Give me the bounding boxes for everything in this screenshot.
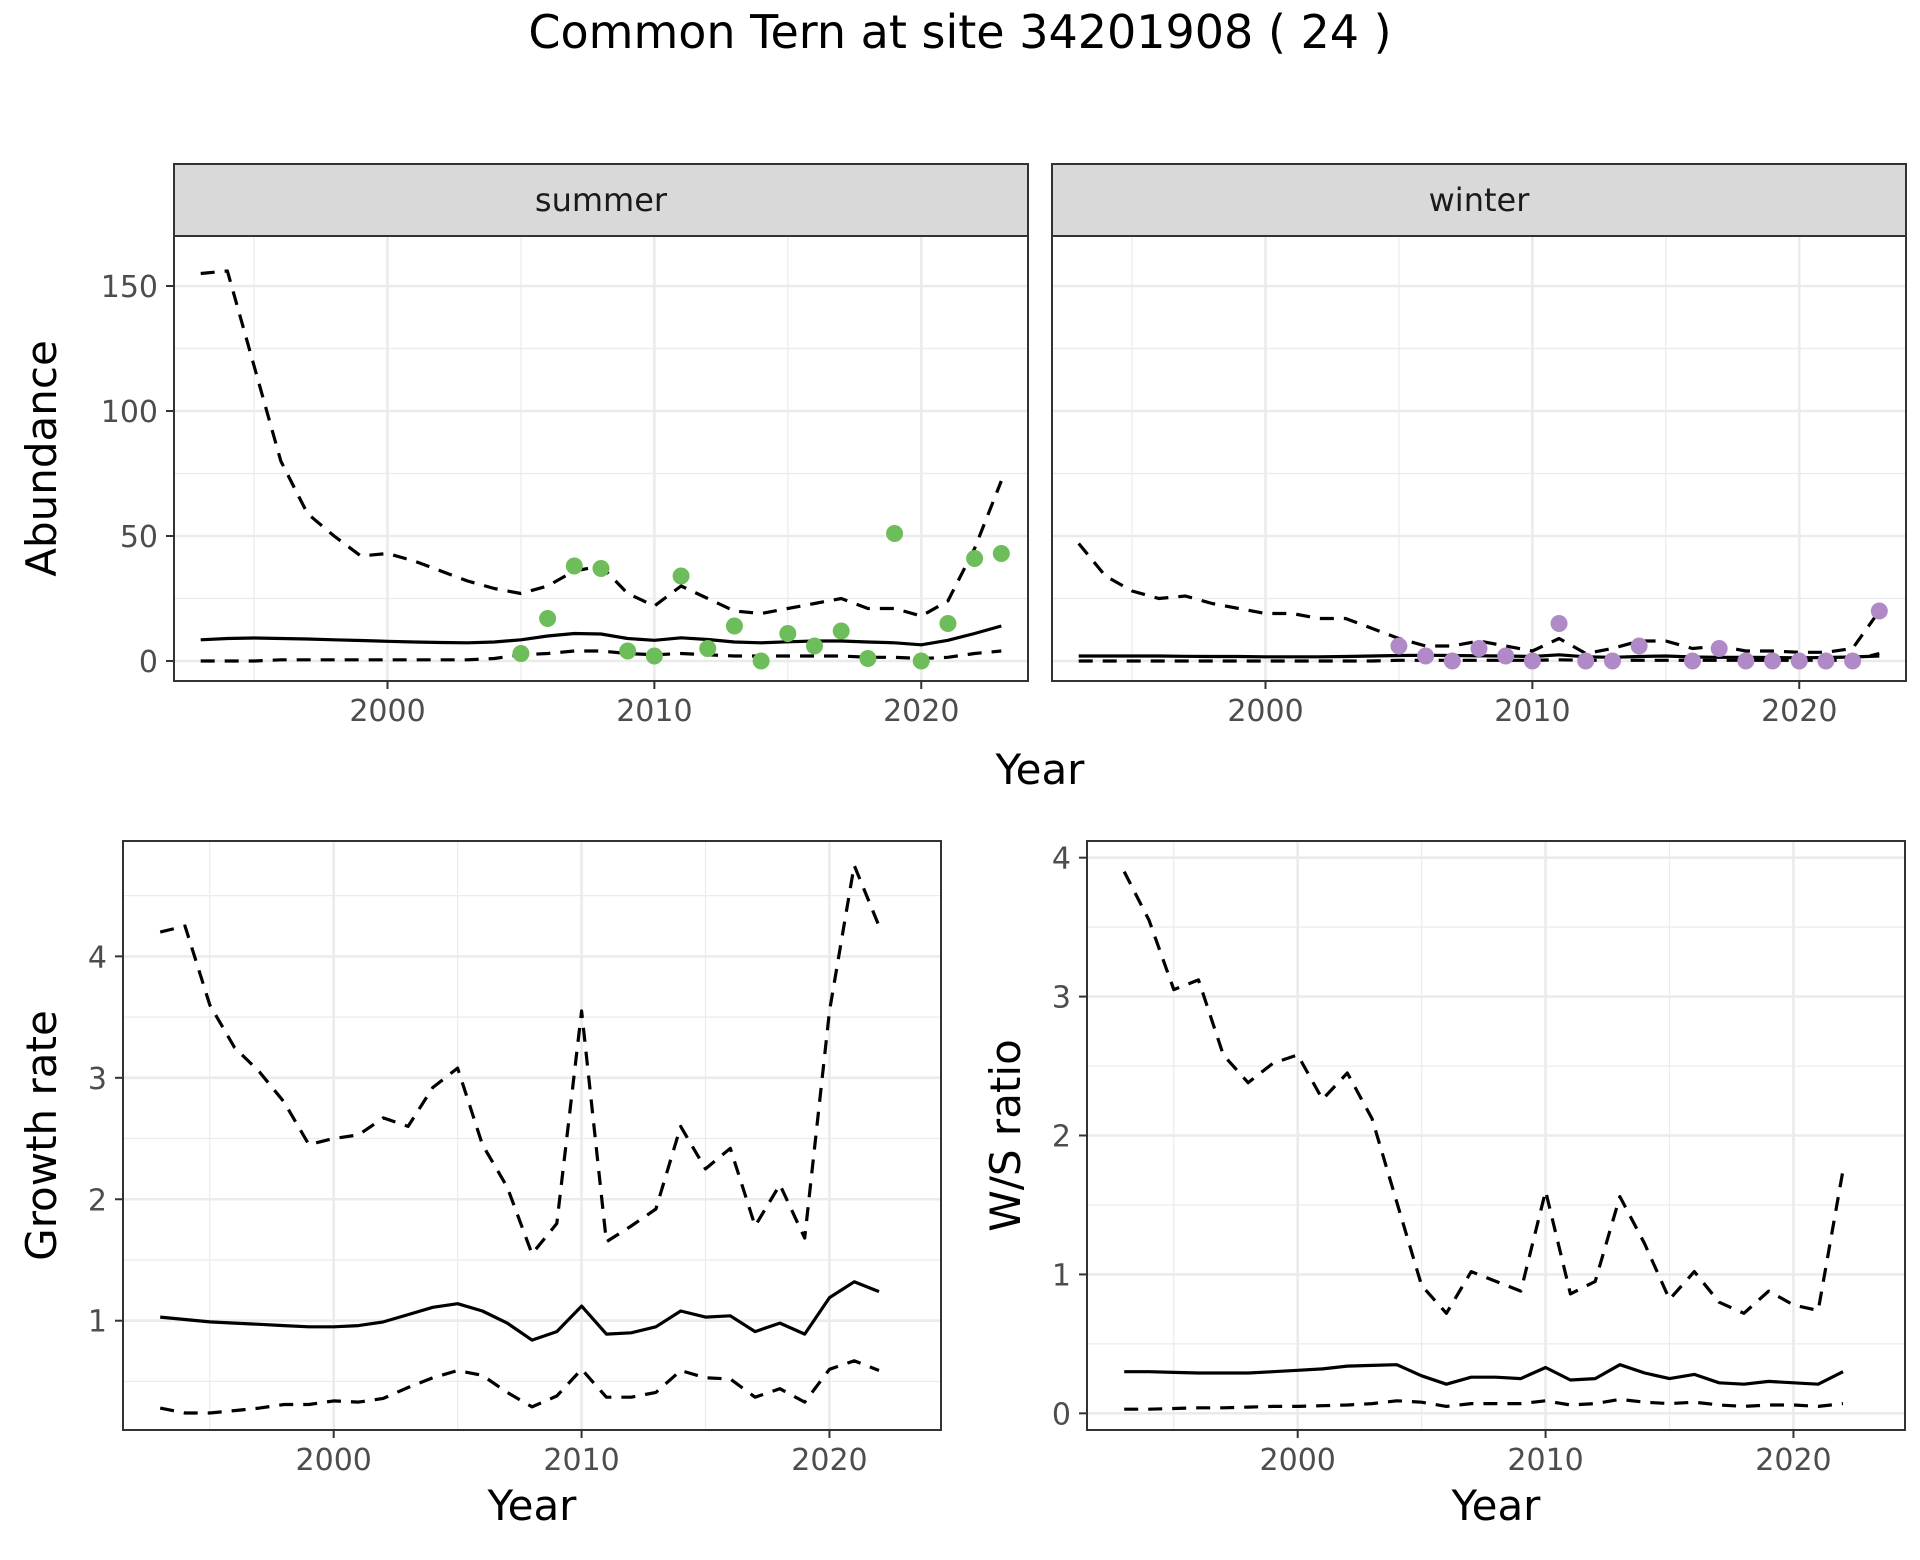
data-point	[1710, 640, 1728, 657]
data-point	[645, 647, 663, 665]
data-point	[1684, 652, 1701, 670]
facet-label-winter: winter	[1429, 181, 1531, 219]
series-line-upper	[1077, 542, 1881, 656]
x-tick-label: 2000	[1260, 1443, 1336, 1478]
panel-border	[1051, 235, 1907, 682]
y-tick-label: 4	[88, 940, 107, 975]
x-tick-label: 2020	[791, 1443, 867, 1478]
x-tick-label: 2020	[883, 694, 959, 729]
data-point	[1390, 637, 1408, 655]
x-tick-label: 2000	[349, 694, 425, 729]
y-axis-title-growth: Growth rate	[17, 1010, 66, 1261]
data-point	[992, 545, 1010, 562]
data-point	[806, 637, 823, 655]
series-line-upper	[159, 863, 881, 1256]
data-point	[1603, 652, 1621, 670]
chart-title: Common Tern at site 34201908 ( 24 )	[528, 5, 1391, 59]
data-point	[1764, 652, 1782, 670]
x-axis-title-growth: Year	[487, 1481, 578, 1530]
y-tick-label: 100	[101, 395, 158, 430]
series-line-lower	[200, 649, 1002, 663]
panel-growth: 2000 2010 2020 1 2 3 4 Growth rate Year	[17, 840, 942, 1530]
panels: summer 2000 2010 2020 0 50 100 150 Abundance wint…	[17, 163, 1907, 1530]
y-axis-title-ws_ratio: W/S ratio	[981, 1039, 1030, 1232]
panel-summer: summer 2000 2010 2020 0 50 100 150 Abundance	[17, 163, 1029, 729]
facet-strip-summer	[173, 163, 1029, 237]
data-point	[1844, 652, 1862, 670]
data-point	[699, 640, 717, 657]
x-tick-label: 2000	[296, 1443, 372, 1478]
data-point	[1470, 640, 1488, 657]
data-point	[1523, 652, 1541, 670]
y-axis-title-summer: Abundance	[17, 340, 66, 577]
series-line-mean	[1124, 1363, 1844, 1386]
data-point	[1870, 602, 1888, 620]
panel-ws_ratio: 2000 2010 2020 0 1 2 3 4 W/S ratio Year	[981, 840, 1906, 1530]
series-line-mean	[160, 1280, 880, 1342]
data-point	[1817, 652, 1835, 670]
panel-winter: winter 2000 2010 2020	[1051, 163, 1907, 729]
series-line-mean	[200, 624, 1002, 647]
y-tick-label: 3	[88, 1062, 107, 1097]
y-tick-label: 0	[1052, 1397, 1071, 1432]
panel-border	[173, 235, 1029, 682]
data-point	[565, 557, 583, 575]
y-tick-label: 1	[88, 1305, 107, 1340]
data-point	[912, 652, 930, 670]
series-line-lower	[1124, 1397, 1844, 1411]
data-point	[966, 550, 984, 567]
data-point	[1630, 637, 1648, 655]
panel-border	[122, 840, 942, 1431]
series-line-lower	[159, 1359, 880, 1415]
x-tick-label: 2010	[1507, 1443, 1583, 1478]
y-tick-label: 2	[88, 1183, 107, 1218]
data-point	[1737, 652, 1755, 670]
series-line-lower	[1078, 651, 1880, 663]
x-tick-label: 2010	[616, 694, 692, 729]
x-tick-label: 2010	[543, 1443, 619, 1478]
y-tick-label: 50	[120, 520, 158, 555]
facet-label-summer: summer	[535, 181, 668, 219]
data-point	[752, 652, 770, 670]
data-point	[859, 650, 877, 667]
x-axis-title-ws_ratio: Year	[1451, 1481, 1542, 1530]
plot-area-winter	[1052, 236, 1906, 681]
y-tick-label: 150	[101, 270, 158, 305]
x-tick-label: 2010	[1494, 694, 1570, 729]
y-tick-label: 2	[1052, 1120, 1071, 1155]
data-point	[592, 560, 610, 577]
data-point	[539, 610, 557, 627]
data-point	[512, 645, 530, 662]
data-point	[1550, 615, 1568, 632]
data-point	[886, 525, 904, 542]
y-tick-label: 3	[1052, 981, 1071, 1016]
data-point	[939, 615, 957, 632]
data-point	[725, 617, 743, 635]
data-point	[1417, 647, 1435, 665]
data-point	[672, 567, 690, 585]
x-tick-label: 2020	[1761, 694, 1837, 729]
plot-area-summer	[174, 236, 1028, 681]
facet-strip-winter	[1051, 163, 1907, 237]
data-point	[1790, 652, 1808, 670]
y-tick-label: 1	[1052, 1258, 1071, 1293]
y-tick-label: 0	[139, 645, 158, 680]
x-tick-label: 2020	[1755, 1443, 1831, 1478]
shared-x-axis-title: Year	[995, 745, 1086, 794]
data-point	[1577, 652, 1595, 670]
x-tick-label: 2000	[1227, 694, 1303, 729]
y-tick-label: 4	[1052, 842, 1071, 877]
series-line-upper	[1122, 870, 1845, 1315]
data-point	[832, 622, 850, 640]
data-point	[619, 642, 637, 660]
data-point	[779, 625, 797, 642]
data-point	[1497, 647, 1515, 665]
data-point	[1443, 652, 1461, 670]
